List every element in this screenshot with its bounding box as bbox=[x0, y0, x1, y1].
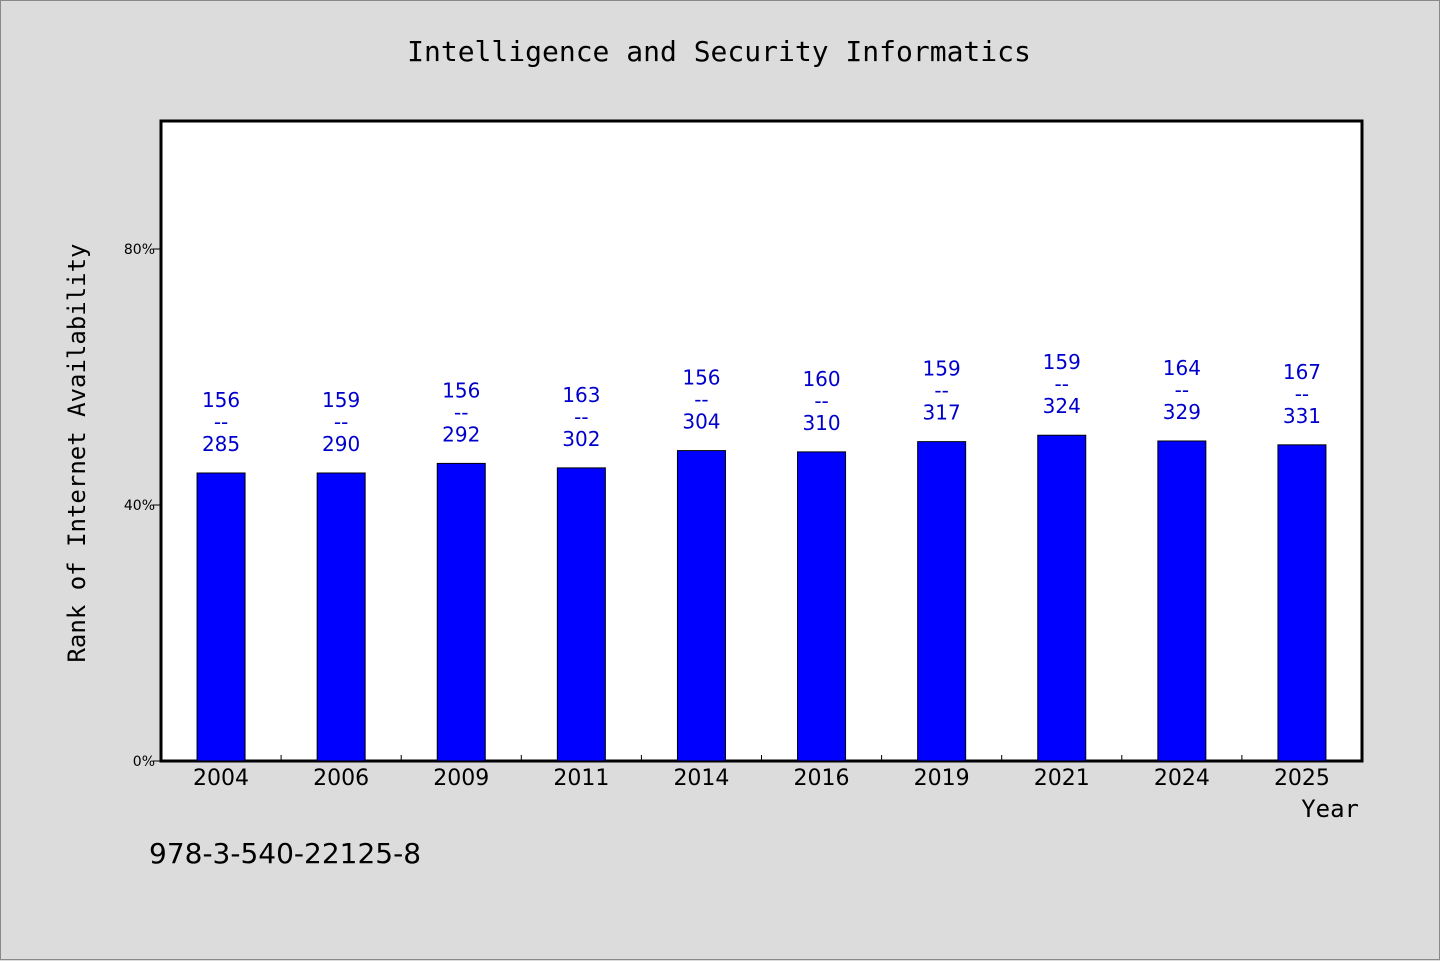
x-tick-label: 2025 bbox=[1274, 766, 1330, 791]
data-label-bottom: 290 bbox=[322, 432, 360, 456]
x-tick-label: 2014 bbox=[673, 766, 729, 791]
bar-2021 bbox=[1037, 434, 1087, 762]
data-label-top: 159 bbox=[322, 388, 360, 412]
x-axis-label: Year bbox=[1301, 795, 1359, 823]
bar-2006 bbox=[316, 472, 366, 762]
bar-2009 bbox=[436, 462, 486, 762]
data-label-sep: -- bbox=[454, 400, 468, 424]
data-label-bottom: 317 bbox=[923, 401, 961, 425]
bar-2016 bbox=[797, 451, 847, 762]
data-label-sep: -- bbox=[694, 388, 708, 412]
bar-2025 bbox=[1277, 444, 1327, 762]
bar-2014 bbox=[676, 450, 726, 762]
data-label-bottom: 329 bbox=[1163, 400, 1201, 424]
data-label-top: 163 bbox=[562, 383, 600, 407]
data-label-sep: -- bbox=[1295, 382, 1309, 406]
data-label-sep: -- bbox=[214, 410, 228, 434]
y-tick-label: 40% bbox=[124, 498, 155, 514]
y-axis-label: Rank of Internet Availability bbox=[63, 243, 91, 662]
data-label-sep: -- bbox=[574, 405, 588, 429]
y-tick-label: 80% bbox=[124, 242, 155, 258]
x-tick-label: 2024 bbox=[1154, 766, 1210, 791]
data-label-top: 160 bbox=[802, 367, 840, 391]
x-axis: 2004 2006 2009 2011 2014 2016 2019 2021 2024 2025 bbox=[193, 755, 1330, 791]
x-tick-label: 2006 bbox=[313, 766, 369, 791]
data-label-bottom: 285 bbox=[202, 432, 240, 456]
y-axis: 0% 40% 80% bbox=[124, 242, 161, 770]
bar-2004 bbox=[196, 472, 246, 762]
data-label-bottom: 324 bbox=[1043, 394, 1081, 418]
data-label-sep: -- bbox=[934, 379, 948, 403]
bar-2011 bbox=[556, 467, 606, 762]
data-labels: 156--285159--290156--292163--302156--304… bbox=[202, 350, 1321, 456]
data-label-sep: -- bbox=[1175, 378, 1189, 402]
data-label-top: 156 bbox=[202, 388, 240, 412]
y-tick-label: 0% bbox=[133, 754, 155, 770]
data-label-sep: -- bbox=[814, 389, 828, 413]
data-label-bottom: 292 bbox=[442, 422, 480, 446]
x-tick-label: 2016 bbox=[794, 766, 850, 791]
chart-title: Intelligence and Security Informatics bbox=[407, 35, 1031, 68]
data-label-bottom: 310 bbox=[802, 411, 840, 435]
isbn-label: 978-3-540-22125-8 bbox=[149, 837, 421, 870]
bar-2019 bbox=[917, 441, 967, 762]
data-label-sep: -- bbox=[1055, 372, 1069, 396]
data-label-top: 167 bbox=[1283, 360, 1321, 384]
data-label-top: 159 bbox=[1043, 350, 1081, 374]
data-label-bottom: 302 bbox=[562, 427, 600, 451]
x-tick-label: 2004 bbox=[193, 766, 249, 791]
x-tick-label: 2019 bbox=[914, 766, 970, 791]
x-tick-label: 2011 bbox=[553, 766, 609, 791]
x-tick-label: 2009 bbox=[433, 766, 489, 791]
data-label-sep: -- bbox=[334, 410, 348, 434]
data-label-bottom: 331 bbox=[1283, 404, 1321, 428]
data-label-top: 156 bbox=[682, 366, 720, 390]
x-tick-label: 2021 bbox=[1034, 766, 1090, 791]
data-label-top: 159 bbox=[923, 357, 961, 381]
data-label-top: 164 bbox=[1163, 356, 1201, 380]
data-label-top: 156 bbox=[442, 378, 480, 402]
bar-series bbox=[196, 434, 1327, 762]
data-label-bottom: 304 bbox=[682, 410, 720, 434]
bar-2024 bbox=[1157, 440, 1207, 762]
